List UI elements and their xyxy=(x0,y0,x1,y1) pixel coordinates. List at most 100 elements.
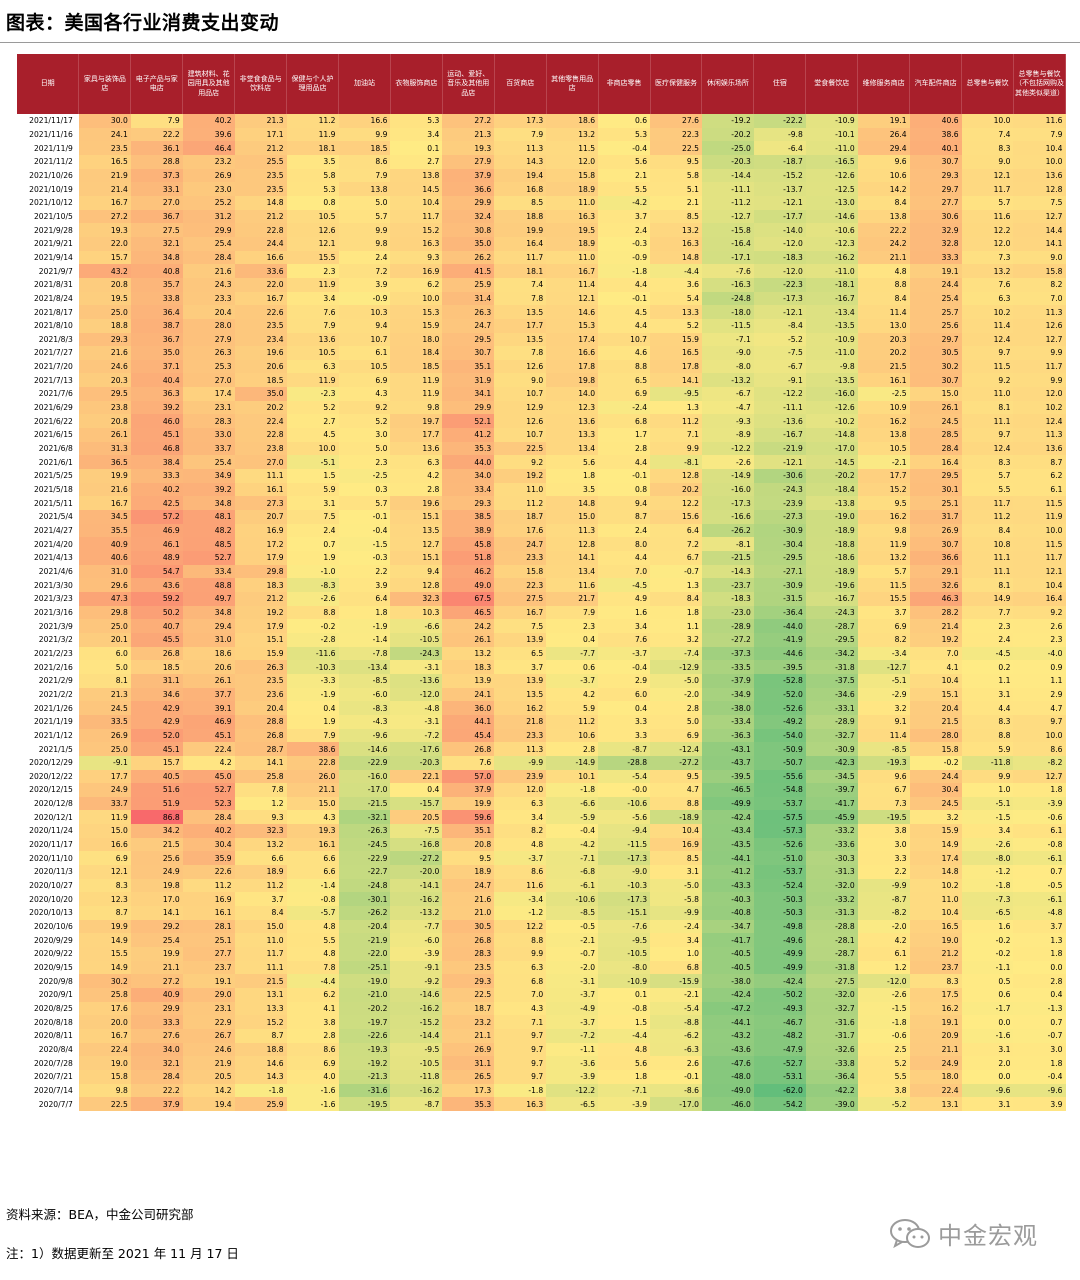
table-row: 2021/3/30 29.6 43.6 48.8 18.3 -8.3 3.9 12.8 49.0… xyxy=(17,578,1066,592)
heat-cell: 18.9 xyxy=(442,865,495,879)
heat-cell: 20.6 xyxy=(182,660,235,674)
heat-cell: 1.3 xyxy=(1013,933,1066,948)
heat-cell: 29.9 xyxy=(442,400,495,415)
heat-cell: -22.2 xyxy=(753,114,806,128)
heat-cell: -9.5 xyxy=(390,1042,443,1057)
heat-cell: -20.3 xyxy=(701,154,754,169)
heat-cell: 31.9 xyxy=(442,373,495,388)
heat-cell: 6.8 xyxy=(598,414,651,429)
heat-cell: 1.0 xyxy=(650,947,702,961)
heat-cell: -49.8 xyxy=(753,919,806,934)
heat-cell: 1.2 xyxy=(857,960,910,975)
heat-cell: 15.8 xyxy=(494,564,547,579)
table-row: 2020/8/11 16.7 27.6 26.7 8.7 2.8 -22.6 -14.4 21.… xyxy=(17,1028,1066,1043)
heat-cell: 7.5 xyxy=(494,619,547,633)
heat-cell: 5.4 xyxy=(650,291,702,306)
table-row: 2020/9/29 14.9 25.4 25.1 11.0 5.5 -21.9 -6.0 26.… xyxy=(17,933,1066,948)
heat-cell: 11.2 xyxy=(961,510,1014,524)
heat-cell: -6.1 xyxy=(546,878,599,893)
heat-cell: 11.9 xyxy=(390,373,443,388)
heat-cell: 30.7 xyxy=(909,373,962,388)
heat-cell: 11.3 xyxy=(1013,428,1066,442)
heat-cell: 26.1 xyxy=(182,673,235,688)
column-header: 家具与装饰品店 xyxy=(78,54,132,114)
heat-cell: -5.8 xyxy=(650,892,702,907)
heat-cell: 9.2 xyxy=(338,400,391,415)
heat-cell: 2.7 xyxy=(286,414,339,429)
heat-cell: -9.8 xyxy=(753,127,806,142)
heat-cell: 33.4 xyxy=(182,564,235,579)
table-body: 2021/11/17 30.0 7.9 40.2 21.3 11.2 16.6 5.3 27.2… xyxy=(17,114,1066,1111)
heat-cell: -40.5 xyxy=(701,947,754,961)
heat-cell: -3.7 xyxy=(598,646,651,661)
heat-cell: -24.3 xyxy=(805,605,858,620)
heat-cell: 2.4 xyxy=(598,223,651,237)
heat-cell: 10.2 xyxy=(1013,400,1066,415)
heat-cell: 22.2 xyxy=(130,127,183,142)
heat-cell: 31.2 xyxy=(182,209,235,224)
heat-cell: 9.5 xyxy=(442,851,495,866)
heat-cell: 25.8 xyxy=(78,988,131,1002)
heat-cell: 42.5 xyxy=(130,496,183,511)
heat-cell: -2.1 xyxy=(546,933,599,948)
heat-cell: -12.3 xyxy=(805,236,858,251)
heat-cell: 28.3 xyxy=(182,414,235,429)
heat-cell: 11.4 xyxy=(857,305,910,319)
heat-cell: 13.8 xyxy=(390,168,443,183)
heat-cell: 3.7 xyxy=(1013,919,1066,934)
heat-cell: -7.8 xyxy=(338,646,391,661)
heat-cell: 11.7 xyxy=(1013,551,1066,565)
heat-cell: -14.6 xyxy=(390,988,443,1002)
heat-cell: 28.0 xyxy=(182,318,235,333)
heat-cell: 20.4 xyxy=(234,701,287,715)
heat-cell: 28.4 xyxy=(182,250,235,265)
row-date: 2020/10/20 xyxy=(17,892,79,907)
heat-cell: 11.0 xyxy=(546,250,599,265)
heat-cell: -6.6 xyxy=(546,796,599,811)
heat-cell: 24.4 xyxy=(909,769,962,784)
heat-cell: 10.4 xyxy=(650,824,702,838)
heat-cell: -1.9 xyxy=(286,687,339,702)
heat-cell: 19.3 xyxy=(442,141,495,155)
heat-cell: 45.4 xyxy=(442,728,495,743)
heat-cell: 26.1 xyxy=(78,428,131,442)
row-date: 2021/8/10 xyxy=(17,318,79,333)
heat-cell: -42.2 xyxy=(805,1083,858,1098)
heat-cell: 5.5 xyxy=(857,1069,910,1084)
heat-cell: 13.6 xyxy=(546,414,599,429)
heat-cell: -12.0 xyxy=(857,974,910,988)
row-date: 2021/9/7 xyxy=(17,264,79,278)
row-date: 2020/12/1 xyxy=(17,810,79,825)
heat-cell: 3.7 xyxy=(234,892,287,907)
heat-cell: -14.9 xyxy=(546,755,599,770)
heat-cell: 9.4 xyxy=(598,496,651,511)
heat-cell: 31.7 xyxy=(909,510,962,524)
heat-cell: 40.2 xyxy=(182,824,235,838)
heat-cell: -11.1 xyxy=(753,400,806,415)
heat-cell: -32.0 xyxy=(805,878,858,893)
heat-cell: 1.6 xyxy=(961,919,1014,934)
heat-cell: -49.2 xyxy=(753,714,806,729)
heat-cell: 36.1 xyxy=(130,141,183,155)
heat-cell: 6.6 xyxy=(286,851,339,866)
heat-cell: 15.0 xyxy=(286,796,339,811)
heat-cell: 1.7 xyxy=(598,428,651,442)
heat-cell: 22.6 xyxy=(234,305,287,319)
heat-cell: -30.9 xyxy=(753,523,806,538)
heat-cell: 25.6 xyxy=(130,851,183,866)
heat-cell: 12.0 xyxy=(494,783,547,797)
heat-cell: -2.1 xyxy=(650,988,702,1002)
heat-cell: -16.0 xyxy=(701,482,754,497)
heat-cell: 22.4 xyxy=(909,1083,962,1098)
heat-cell: -19.3 xyxy=(857,755,910,770)
row-date: 2021/3/23 xyxy=(17,591,79,606)
heat-cell: -9.6 xyxy=(1013,1083,1066,1098)
heat-cell: -12.5 xyxy=(805,182,858,196)
heat-cell: 46.2 xyxy=(442,564,495,579)
heat-cell: -22.6 xyxy=(338,1028,391,1043)
heat-cell: -1.5 xyxy=(961,810,1014,825)
heat-cell: 34.2 xyxy=(130,824,183,838)
heat-cell: 48.5 xyxy=(182,537,235,551)
heat-cell: 11.3 xyxy=(494,742,547,756)
heat-cell: -41.7 xyxy=(701,933,754,948)
